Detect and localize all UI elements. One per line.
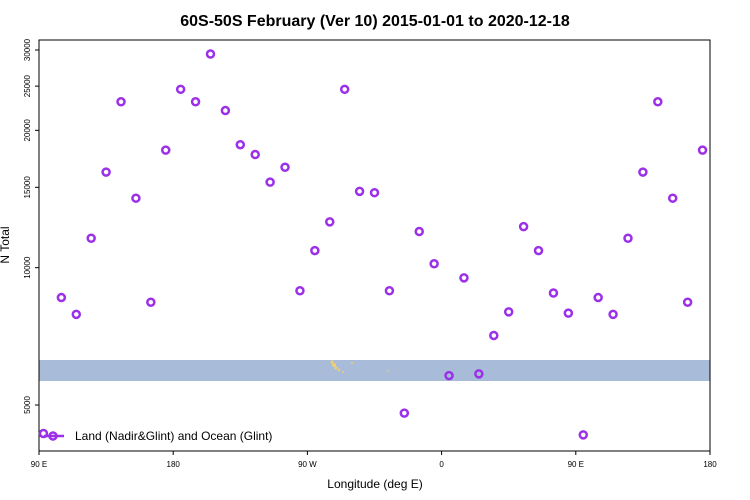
plot-frame [38, 39, 711, 452]
data-point [593, 292, 603, 303]
data-point [354, 186, 365, 197]
data-point [146, 297, 156, 307]
y-axis: 5000 10000 15000 20000 25000 30000 [23, 38, 39, 414]
data-point [369, 187, 380, 198]
data-point [101, 167, 111, 177]
data-point [697, 145, 708, 155]
data-point [160, 145, 171, 155]
y-axis-label: N Total [0, 226, 12, 263]
map-strip [39, 360, 710, 381]
legend-marker [48, 431, 58, 441]
y-tick-label: 15000 [23, 176, 32, 199]
data-point [474, 369, 484, 379]
data-point [116, 97, 126, 107]
data-point [429, 258, 439, 269]
data-point [638, 167, 648, 177]
data-point [667, 193, 678, 203]
data-point [235, 139, 246, 150]
data-point [280, 162, 290, 173]
y-tick-label: 20000 [23, 119, 32, 142]
x-tick-label: 180 [167, 460, 181, 469]
data-points [38, 49, 708, 440]
data-point [205, 49, 216, 59]
data-point [578, 430, 589, 440]
data-point [339, 84, 350, 95]
chart-title: 60S-50S February (Ver 10) 2015-01-01 to … [180, 13, 570, 30]
data-point [444, 370, 454, 381]
data-point [399, 408, 410, 418]
data-point [38, 428, 49, 439]
data-point [265, 177, 275, 187]
legend: Land (Nadir&Glint) and Ocean (Glint) [44, 429, 272, 443]
x-axis: 90 E 180 90 W 0 90 E 180 [31, 451, 717, 469]
x-tick-label: 90 E [31, 460, 47, 469]
data-point [503, 307, 514, 317]
data-point [175, 84, 186, 95]
land-patch-south-america [330, 360, 389, 373]
y-tick-label: 25000 [23, 74, 32, 97]
data-point [310, 245, 320, 256]
x-tick-label: 0 [439, 460, 444, 469]
data-point [623, 233, 633, 244]
data-point [190, 97, 201, 107]
data-point [250, 149, 260, 160]
x-tick-label: 180 [703, 460, 717, 469]
data-point [563, 308, 574, 318]
data-point [71, 309, 82, 320]
data-point [384, 286, 395, 296]
data-point [414, 226, 424, 237]
data-point [608, 309, 618, 320]
data-point [548, 288, 559, 298]
data-point [295, 286, 305, 296]
data-point [325, 217, 335, 227]
data-point [682, 297, 693, 307]
y-tick-label: 10000 [23, 256, 32, 279]
y-tick-label: 5000 [23, 396, 32, 414]
y-tick-label: 30000 [23, 38, 32, 61]
data-point [131, 193, 141, 203]
data-point [220, 105, 231, 116]
data-point [653, 97, 663, 107]
data-point [518, 221, 529, 232]
data-point [86, 233, 96, 244]
data-point [533, 245, 544, 256]
data-point [56, 292, 67, 303]
x-tick-label: 90 W [298, 460, 317, 469]
x-tick-label: 90 E [568, 460, 584, 469]
data-point [459, 273, 469, 283]
legend-label: Land (Nadir&Glint) and Ocean (Glint) [75, 429, 272, 443]
data-point [489, 330, 499, 341]
x-axis-label: Longitude (deg E) [327, 477, 422, 491]
